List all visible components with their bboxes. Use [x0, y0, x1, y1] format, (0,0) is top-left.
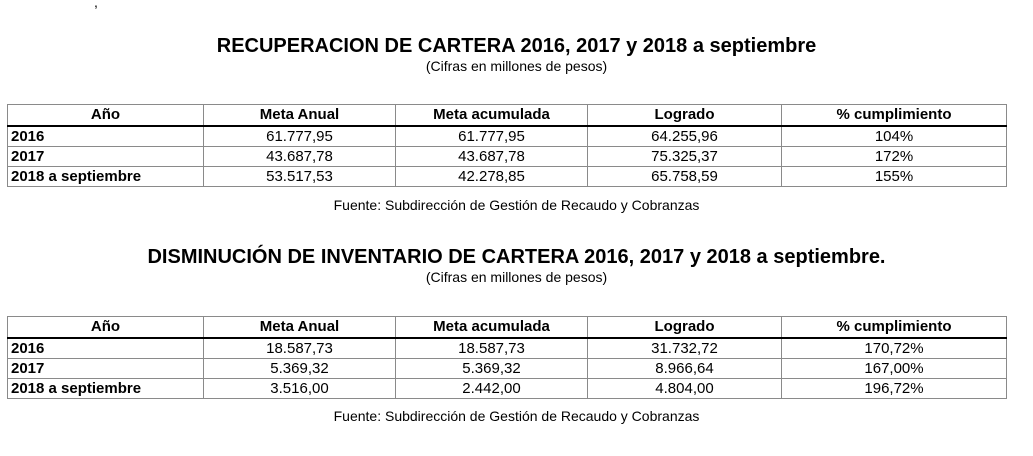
stray-comma-mark: , [94, 0, 98, 10]
row-year: 2017 [7, 146, 204, 167]
table-row: 2017 43.687,78 43.687,78 75.325,37 172% [7, 146, 1007, 167]
col-header-year: Año [7, 104, 204, 127]
table-1-source: Fuente: Subdirección de Gestión de Recau… [333, 197, 700, 213]
col-header-logrado: Logrado [587, 104, 782, 127]
table-2-subtitle: (Cifras en millones de pesos) [425, 269, 608, 285]
col-header-year: Año [7, 316, 204, 339]
meta-acumulada-cell: 43.687,78 [395, 146, 588, 167]
meta-anual-cell: 43.687,78 [203, 146, 396, 167]
meta-acumulada-cell: 2.442,00 [395, 378, 588, 399]
cumplimiento-cell: 172% [781, 146, 1007, 167]
col-header-cumplimiento: % cumplimiento [781, 316, 1007, 339]
meta-anual-cell: 18.587,73 [203, 337, 396, 359]
cumplimiento-cell: 170,72% [781, 337, 1007, 359]
row-year: 2016 [7, 125, 204, 147]
col-header-cumplimiento: % cumplimiento [781, 104, 1007, 127]
inventario-table: Año Meta Anual Meta acumulada Logrado % … [7, 316, 1007, 399]
col-header-meta-acumulada: Meta acumulada [395, 316, 588, 339]
table-row: 2016 18.587,73 18.587,73 31.732,72 170,7… [7, 337, 1007, 359]
logrado-cell: 8.966,64 [587, 358, 782, 379]
row-year: 2018 a septiembre [7, 378, 204, 399]
logrado-cell: 4.804,00 [587, 378, 782, 399]
table-1-title: RECUPERACION DE CARTERA 2016, 2017 y 201… [216, 35, 817, 57]
meta-anual-cell: 53.517,53 [203, 166, 396, 187]
meta-acumulada-cell: 5.369,32 [395, 358, 588, 379]
recuperacion-table: Año Meta Anual Meta acumulada Logrado % … [7, 104, 1007, 187]
table-row: 2018 a septiembre 53.517,53 42.278,85 65… [7, 166, 1007, 187]
meta-acumulada-cell: 18.587,73 [395, 337, 588, 359]
logrado-cell: 75.325,37 [587, 146, 782, 167]
logrado-cell: 65.758,59 [587, 166, 782, 187]
meta-acumulada-cell: 42.278,85 [395, 166, 588, 187]
col-header-meta-anual: Meta Anual [203, 104, 396, 127]
meta-anual-cell: 61.777,95 [203, 125, 396, 147]
table-row: 2016 61.777,95 61.777,95 64.255,96 104% [7, 125, 1007, 147]
cumplimiento-cell: 167,00% [781, 358, 1007, 379]
meta-anual-cell: 3.516,00 [203, 378, 396, 399]
logrado-cell: 64.255,96 [587, 125, 782, 147]
table-row: 2018 a septiembre 3.516,00 2.442,00 4.80… [7, 378, 1007, 399]
table-header-row: Año Meta Anual Meta acumulada Logrado % … [7, 104, 1007, 127]
table-2-source: Fuente: Subdirección de Gestión de Recau… [333, 408, 700, 424]
recuperacion-section: RECUPERACION DE CARTERA 2016, 2017 y 201… [0, 34, 1033, 75]
meta-acumulada-cell: 61.777,95 [395, 125, 588, 147]
cumplimiento-cell: 155% [781, 166, 1007, 187]
cumplimiento-cell: 104% [781, 125, 1007, 147]
inventario-section: DISMINUCIÓN DE INVENTARIO DE CARTERA 201… [0, 245, 1033, 286]
row-year: 2018 a septiembre [7, 166, 204, 187]
logrado-cell: 31.732,72 [587, 337, 782, 359]
col-header-meta-anual: Meta Anual [203, 316, 396, 339]
row-year: 2016 [7, 337, 204, 359]
table-1-subtitle: (Cifras en millones de pesos) [425, 58, 608, 74]
meta-anual-cell: 5.369,32 [203, 358, 396, 379]
table-row: 2017 5.369,32 5.369,32 8.966,64 167,00% [7, 358, 1007, 379]
cumplimiento-cell: 196,72% [781, 378, 1007, 399]
col-header-logrado: Logrado [587, 316, 782, 339]
table-2-title: DISMINUCIÓN DE INVENTARIO DE CARTERA 201… [147, 246, 886, 268]
col-header-meta-acumulada: Meta acumulada [395, 104, 588, 127]
row-year: 2017 [7, 358, 204, 379]
table-header-row: Año Meta Anual Meta acumulada Logrado % … [7, 316, 1007, 339]
